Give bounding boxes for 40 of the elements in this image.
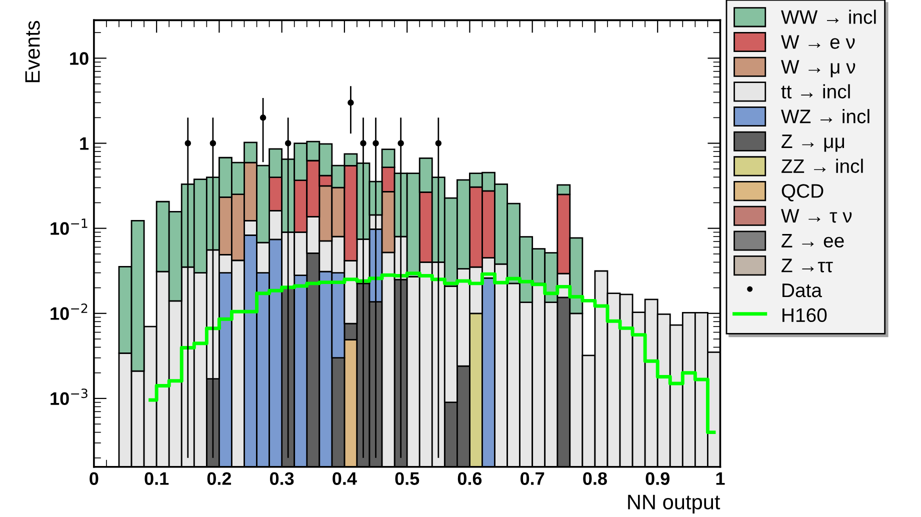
- x-tick-label: 0.9: [646, 472, 670, 485]
- x-tick-label: 0.6: [458, 472, 482, 485]
- x-tick-label: 0.8: [583, 472, 607, 485]
- legend-label: H160: [782, 308, 827, 322]
- point: [435, 140, 442, 146]
- x-tick-label: 0.4: [332, 472, 357, 485]
- legend-label: Z → ee: [782, 234, 844, 248]
- point: [260, 114, 266, 121]
- legend-label: Z → μμ: [782, 134, 844, 152]
- x-tick-label: 0.3: [270, 472, 294, 485]
- y-tick-label: 10$^{−3}$: [50, 388, 88, 406]
- x-tick-label: 0: [90, 472, 98, 485]
- y-tick-label: 10: [70, 52, 88, 65]
- point: [398, 140, 404, 146]
- legend-label: Data: [782, 284, 822, 298]
- legend-label: Z →ττ: [782, 258, 833, 272]
- y-tick-label: 1: [80, 137, 89, 150]
- point: [372, 140, 379, 146]
- x-tick-label: 0.2: [207, 472, 232, 485]
- point: [184, 140, 192, 146]
- y-tick-label: 10$^{−2}$: [50, 304, 88, 320]
- point: [360, 140, 366, 146]
- y-axis-title: Events: [25, 20, 40, 82]
- legend-label: QCD: [782, 184, 824, 202]
- legend-label: WZ → incl: [781, 109, 870, 124]
- legend-label: WW → incl: [781, 10, 876, 24]
- point: [284, 140, 292, 146]
- point: [210, 140, 216, 146]
- legend-label: tt → incl: [781, 84, 850, 98]
- x-tick-label: 0.5: [395, 472, 420, 485]
- x-tick-label: 0.1: [144, 472, 169, 485]
- x-tick-label: 0.7: [520, 472, 544, 485]
- legend-label: W → e ν: [781, 35, 855, 49]
- x-tick-label: 1: [716, 472, 725, 485]
- x-axis-title: NN output: [628, 494, 720, 514]
- legend-label: W → μ ν: [781, 60, 856, 78]
- y-tick-label: 10$^{−1}$: [50, 218, 88, 235]
- legend-label: ZZ → incl: [782, 158, 863, 174]
- legend-label: W → τ ν: [781, 209, 852, 223]
- point: [348, 100, 354, 106]
